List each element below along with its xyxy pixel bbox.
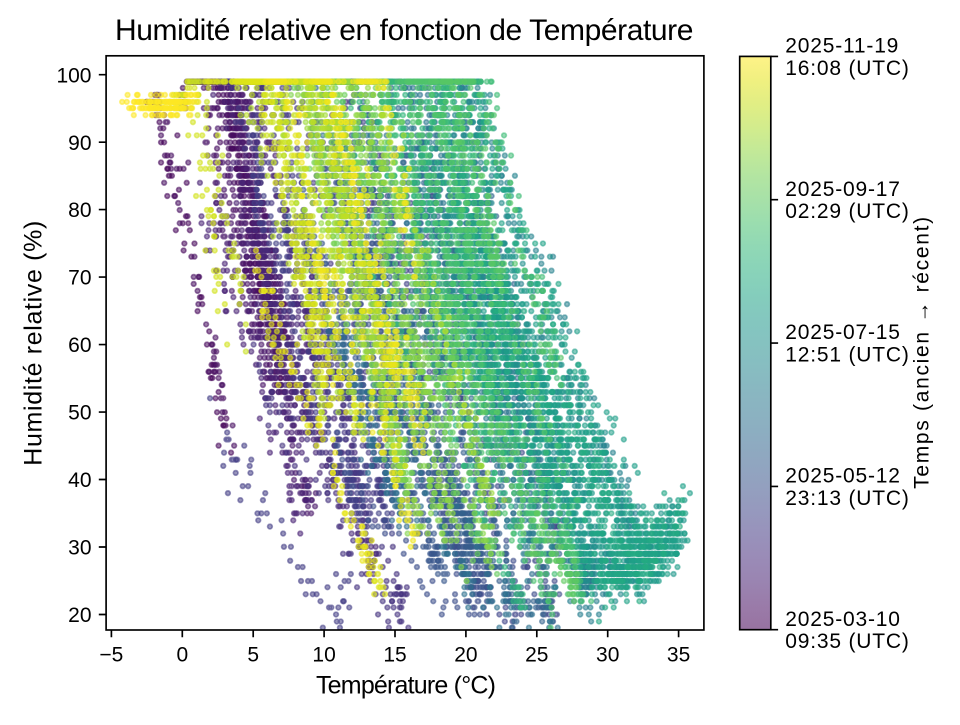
svg-text:5: 5 [247, 643, 259, 666]
svg-text:Température (°C): Température (°C) [316, 672, 495, 700]
svg-text:10: 10 [312, 643, 335, 666]
svg-text:25: 25 [525, 643, 548, 666]
svg-text:2025-11-19: 2025-11-19 [785, 35, 899, 58]
svg-text:−5: −5 [99, 643, 123, 666]
svg-text:2025-07-15: 2025-07-15 [785, 321, 900, 344]
svg-text:16:08 (UTC): 16:08 (UTC) [785, 57, 909, 80]
svg-text:2025-09-17: 2025-09-17 [785, 178, 900, 201]
svg-text:50: 50 [68, 402, 91, 425]
svg-text:23:13 (UTC): 23:13 (UTC) [785, 487, 909, 510]
svg-text:35: 35 [667, 643, 690, 666]
svg-text:2025-05-12: 2025-05-12 [785, 465, 900, 488]
svg-text:Humidité relative en fonction: Humidité relative en fonction de Tempéra… [115, 14, 693, 47]
svg-text:20: 20 [68, 604, 91, 627]
svg-text:12:51 (UTC): 12:51 (UTC) [785, 343, 909, 366]
svg-text:70: 70 [68, 267, 91, 290]
svg-text:100: 100 [56, 64, 91, 87]
svg-text:30: 30 [596, 643, 619, 666]
svg-text:40: 40 [68, 469, 91, 492]
svg-text:80: 80 [68, 199, 91, 222]
svg-text:20: 20 [454, 643, 477, 666]
svg-text:02:29 (UTC): 02:29 (UTC) [785, 200, 909, 223]
svg-text:09:35 (UTC): 09:35 (UTC) [785, 630, 909, 653]
svg-text:Humidité relative (%): Humidité relative (%) [20, 220, 48, 466]
svg-text:90: 90 [68, 132, 91, 155]
svg-text:60: 60 [68, 334, 91, 357]
svg-text:15: 15 [383, 643, 406, 666]
svg-text:Temps (ancien → récent): Temps (ancien → récent) [911, 215, 934, 489]
svg-text:2025-03-10: 2025-03-10 [785, 608, 900, 631]
svg-text:30: 30 [68, 537, 91, 560]
svg-text:0: 0 [176, 643, 188, 666]
